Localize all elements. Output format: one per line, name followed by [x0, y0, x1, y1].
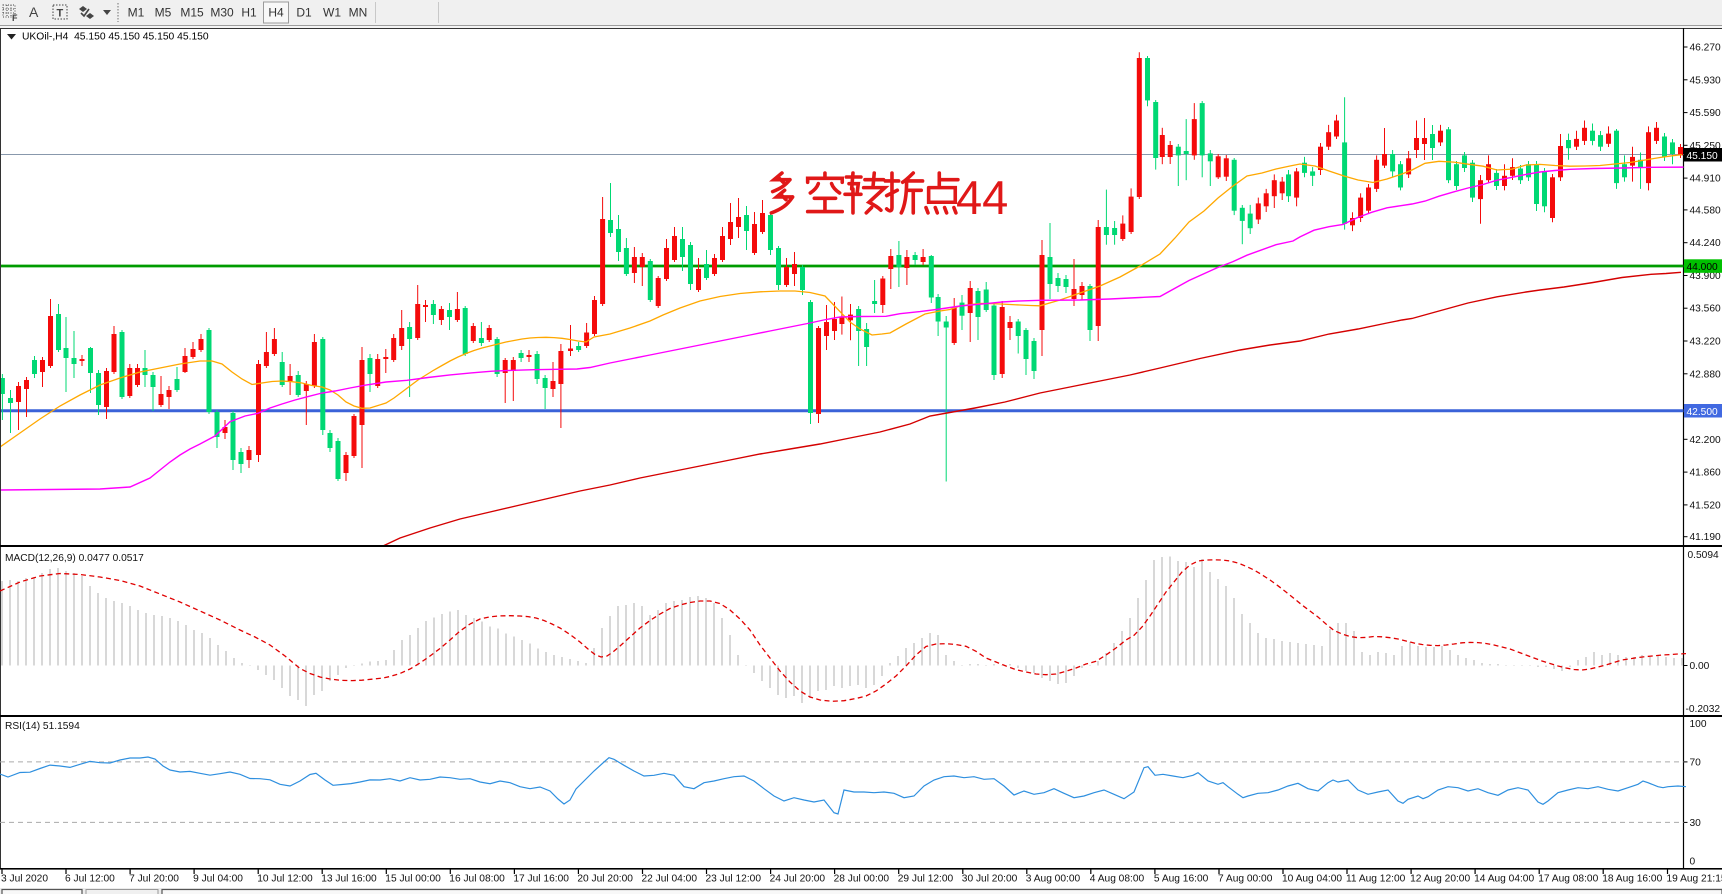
svg-text:44.000: 44.000: [1687, 262, 1718, 273]
svg-text:15 Jul 00:00: 15 Jul 00:00: [385, 874, 441, 885]
svg-text:MACD(12,26,9) 0.0477 0.0517: MACD(12,26,9) 0.0477 0.0517: [5, 553, 144, 564]
svg-text:20 Jul 20:00: 20 Jul 20:00: [577, 874, 633, 885]
svg-text:23 Jul 12:00: 23 Jul 12:00: [706, 874, 762, 885]
svg-text:10 Aug 04:00: 10 Aug 04:00: [1282, 874, 1342, 885]
svg-text:4 Aug 08:00: 4 Aug 08:00: [1090, 874, 1145, 885]
svg-text:10 Jul 12:00: 10 Jul 12:00: [257, 874, 313, 885]
svg-text:T: T: [57, 8, 64, 20]
svg-text:45.250: 45.250: [1690, 141, 1721, 152]
svg-text:30: 30: [1690, 818, 1702, 829]
svg-text:0: 0: [1690, 857, 1696, 868]
svg-text:11 Aug 12:00: 11 Aug 12:00: [1346, 874, 1406, 885]
svg-text:19 Aug 21:15: 19 Aug 21:15: [1667, 874, 1722, 885]
svg-text:45.930: 45.930: [1690, 75, 1721, 86]
svg-text:46.270: 46.270: [1690, 43, 1721, 54]
svg-text:41.190: 41.190: [1690, 532, 1721, 543]
svg-text:17 Aug 08:00: 17 Aug 08:00: [1538, 874, 1598, 885]
svg-text:30 Jul 20:00: 30 Jul 20:00: [962, 874, 1018, 885]
svg-text:13 Jul 16:00: 13 Jul 16:00: [321, 874, 377, 885]
svg-text:44: 44: [956, 171, 1008, 224]
svg-text:0.5094: 0.5094: [1688, 550, 1719, 561]
svg-text:44.580: 44.580: [1690, 205, 1721, 216]
svg-text:W1: W1: [323, 6, 341, 20]
svg-text:28 Jul 00:00: 28 Jul 00:00: [834, 874, 890, 885]
svg-text:3 Aug 00:00: 3 Aug 00:00: [1026, 874, 1081, 885]
svg-text:41.860: 41.860: [1690, 468, 1721, 479]
svg-text:43.560: 43.560: [1690, 304, 1721, 315]
svg-text:RSI(14) 51.1594: RSI(14) 51.1594: [5, 721, 80, 732]
svg-text:43.220: 43.220: [1690, 337, 1721, 348]
svg-text:0.00: 0.00: [1690, 661, 1710, 672]
svg-text:H4: H4: [268, 6, 284, 20]
svg-text:M30: M30: [210, 6, 234, 20]
svg-text:22 Jul 04:00: 22 Jul 04:00: [642, 874, 698, 885]
svg-text:-0.2032: -0.2032: [1686, 704, 1721, 715]
svg-text:H1: H1: [241, 6, 257, 20]
svg-text:7 Aug 00:00: 7 Aug 00:00: [1218, 874, 1273, 885]
svg-text:9 Jul 04:00: 9 Jul 04:00: [193, 874, 243, 885]
svg-text:A: A: [29, 4, 39, 20]
svg-text:44.240: 44.240: [1690, 238, 1721, 249]
svg-text:D1: D1: [296, 6, 312, 20]
svg-text:3 Jul 2020: 3 Jul 2020: [1, 874, 48, 885]
svg-text:45.150: 45.150: [1687, 151, 1718, 162]
svg-text:70: 70: [1690, 757, 1702, 768]
svg-text:17 Jul 16:00: 17 Jul 16:00: [513, 874, 569, 885]
svg-text:42.500: 42.500: [1687, 407, 1718, 418]
svg-text:M1: M1: [128, 6, 145, 20]
svg-text:42.880: 42.880: [1690, 369, 1721, 380]
svg-text:7 Jul 20:00: 7 Jul 20:00: [129, 874, 179, 885]
svg-text:16 Jul 08:00: 16 Jul 08:00: [449, 874, 505, 885]
svg-text:M5: M5: [155, 6, 172, 20]
svg-text:5 Aug 16:00: 5 Aug 16:00: [1154, 874, 1209, 885]
svg-text:12 Aug 20:00: 12 Aug 20:00: [1410, 874, 1470, 885]
svg-text:F: F: [12, 13, 18, 23]
svg-text:24 Jul 20:00: 24 Jul 20:00: [770, 874, 826, 885]
svg-text:41.520: 41.520: [1690, 500, 1721, 511]
svg-text:UKOil-,H4 45.150 45.150 45.15: UKOil-,H4 45.150 45.150 45.150 45.150: [22, 32, 209, 43]
svg-text:M15: M15: [180, 6, 204, 20]
svg-text:44.910: 44.910: [1690, 174, 1721, 185]
svg-text:42.200: 42.200: [1690, 435, 1721, 446]
svg-text:43.900: 43.900: [1690, 271, 1721, 282]
svg-text:18 Aug 16:00: 18 Aug 16:00: [1602, 874, 1662, 885]
svg-text:45.590: 45.590: [1690, 108, 1721, 119]
svg-text:29 Jul 12:00: 29 Jul 12:00: [898, 874, 954, 885]
svg-text:14 Aug 04:00: 14 Aug 04:00: [1474, 874, 1534, 885]
svg-text:6 Jul 12:00: 6 Jul 12:00: [65, 874, 115, 885]
svg-text:MN: MN: [349, 6, 368, 20]
svg-text:100: 100: [1690, 719, 1707, 730]
